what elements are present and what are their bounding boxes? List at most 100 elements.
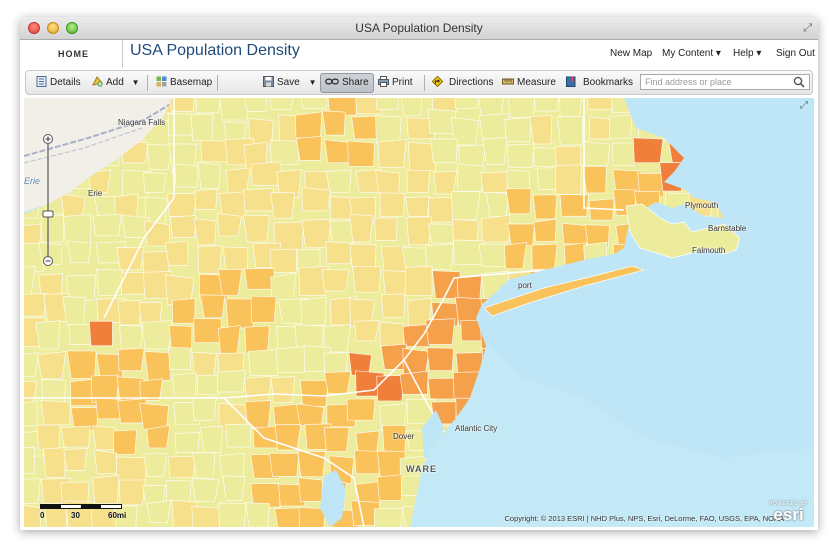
county-polygon — [245, 502, 270, 527]
county-polygon — [37, 351, 67, 380]
county-polygon — [323, 427, 350, 452]
map-view[interactable]: Niagara Falls Erie Erie Plymouth Barnsta… — [24, 98, 814, 527]
scale-bar-graphic — [40, 504, 122, 509]
county-polygon — [478, 113, 509, 140]
nav-sign-out[interactable]: Sign Out — [776, 48, 815, 59]
county-polygon — [218, 502, 247, 527]
directions-button[interactable]: Directions — [432, 74, 493, 92]
county-polygon — [113, 505, 138, 527]
county-polygon — [506, 98, 536, 118]
minimize-window-button[interactable] — [47, 22, 59, 34]
county-polygon — [96, 268, 124, 296]
search-placeholder: Find address or place — [645, 77, 732, 87]
county-polygon — [172, 372, 197, 399]
county-polygon — [24, 503, 41, 527]
county-polygon — [557, 116, 583, 146]
label-niagara-falls: Niagara Falls — [118, 118, 166, 127]
save-button[interactable]: Save ▼ — [263, 74, 317, 92]
county-polygon — [582, 165, 607, 194]
county-polygon — [450, 191, 481, 221]
county-polygon — [92, 474, 120, 504]
share-button[interactable]: Share — [320, 73, 374, 93]
population-density-map[interactable] — [24, 98, 814, 527]
county-polygon — [298, 506, 326, 527]
county-polygon — [199, 425, 223, 454]
save-dropdown-icon: ▼ — [308, 78, 317, 87]
esri-wordmark: esri — [773, 505, 804, 524]
window-title: USA Population Density — [355, 21, 483, 35]
close-window-button[interactable] — [28, 22, 40, 34]
county-polygon — [404, 265, 433, 296]
nav-my-content[interactable]: My Content ▾ — [662, 48, 721, 59]
county-polygon — [374, 98, 399, 110]
bay-water — [422, 410, 444, 458]
county-polygon — [632, 137, 664, 164]
county-polygon — [589, 116, 613, 140]
county-polygon — [60, 425, 91, 448]
county-polygon — [243, 214, 270, 243]
county-polygon — [225, 423, 252, 448]
home-link[interactable]: HOME — [58, 49, 89, 59]
browser-window: USA Population Density ⤢ HOME USA Popula… — [20, 17, 818, 530]
zoom-window-button[interactable] — [66, 22, 78, 34]
ontario-land — [24, 98, 172, 212]
expand-map-icon[interactable]: ⤢ — [800, 100, 808, 111]
save-label: Save — [277, 77, 300, 88]
county-polygon — [322, 110, 346, 136]
county-polygon — [297, 450, 326, 478]
county-polygon — [146, 425, 171, 449]
title-bar: USA Population Density ⤢ — [20, 17, 818, 40]
county-polygon — [637, 172, 666, 198]
county-polygon — [481, 214, 511, 243]
county-polygon — [88, 320, 113, 347]
county-polygon — [503, 241, 528, 270]
county-polygon — [587, 98, 615, 110]
county-polygon — [276, 169, 302, 198]
scale-label-mid: 30 — [71, 511, 80, 520]
county-polygon — [146, 144, 173, 170]
county-polygon — [242, 98, 268, 112]
bookmarks-button[interactable]: Bookmarks — [566, 74, 633, 92]
esri-logo[interactable]: POWERED BY esri — [769, 501, 808, 525]
county-polygon — [169, 215, 197, 238]
county-polygon — [426, 347, 454, 371]
state-border — [223, 397, 365, 527]
search-input[interactable]: Find address or place — [640, 74, 810, 90]
nav-help[interactable]: Help ▾ — [733, 48, 762, 59]
county-polygon — [24, 400, 38, 427]
toolbar-divider — [147, 75, 148, 91]
county-polygon — [346, 398, 376, 421]
county-polygon — [167, 455, 197, 478]
county-polygon — [217, 325, 241, 354]
measure-button[interactable]: Measure — [502, 74, 556, 92]
label-lake-erie: Erie — [24, 176, 41, 186]
county-polygon — [225, 167, 251, 194]
zoom-thumb[interactable] — [42, 210, 54, 218]
county-polygon — [300, 296, 327, 326]
county-polygon — [191, 506, 221, 527]
county-polygon — [217, 213, 243, 237]
border-line — [24, 101, 175, 157]
fullscreen-icon[interactable]: ⤢ — [803, 22, 812, 34]
county-polygon — [504, 116, 532, 143]
label-plymouth: Plymouth — [685, 201, 719, 210]
toolbar-divider — [424, 75, 425, 91]
county-polygon — [561, 222, 590, 245]
county-polygon — [533, 98, 561, 112]
county-polygon — [141, 320, 173, 350]
basemap-button[interactable]: Basemap — [156, 74, 212, 92]
county-polygon — [373, 508, 404, 527]
county-polygon — [399, 370, 429, 395]
details-button[interactable]: Details — [36, 74, 81, 92]
county-polygon — [200, 294, 226, 319]
search-icon[interactable] — [793, 76, 805, 88]
print-button[interactable]: Print — [378, 74, 413, 92]
county-polygon — [379, 192, 405, 217]
county-polygon — [376, 375, 406, 402]
add-button[interactable]: Add ▼ — [92, 74, 140, 92]
label-dover: Dover — [393, 432, 415, 441]
county-polygon — [200, 139, 230, 163]
county-polygon — [169, 98, 196, 112]
county-polygon — [485, 191, 509, 217]
nav-new-map[interactable]: New Map — [610, 48, 653, 59]
